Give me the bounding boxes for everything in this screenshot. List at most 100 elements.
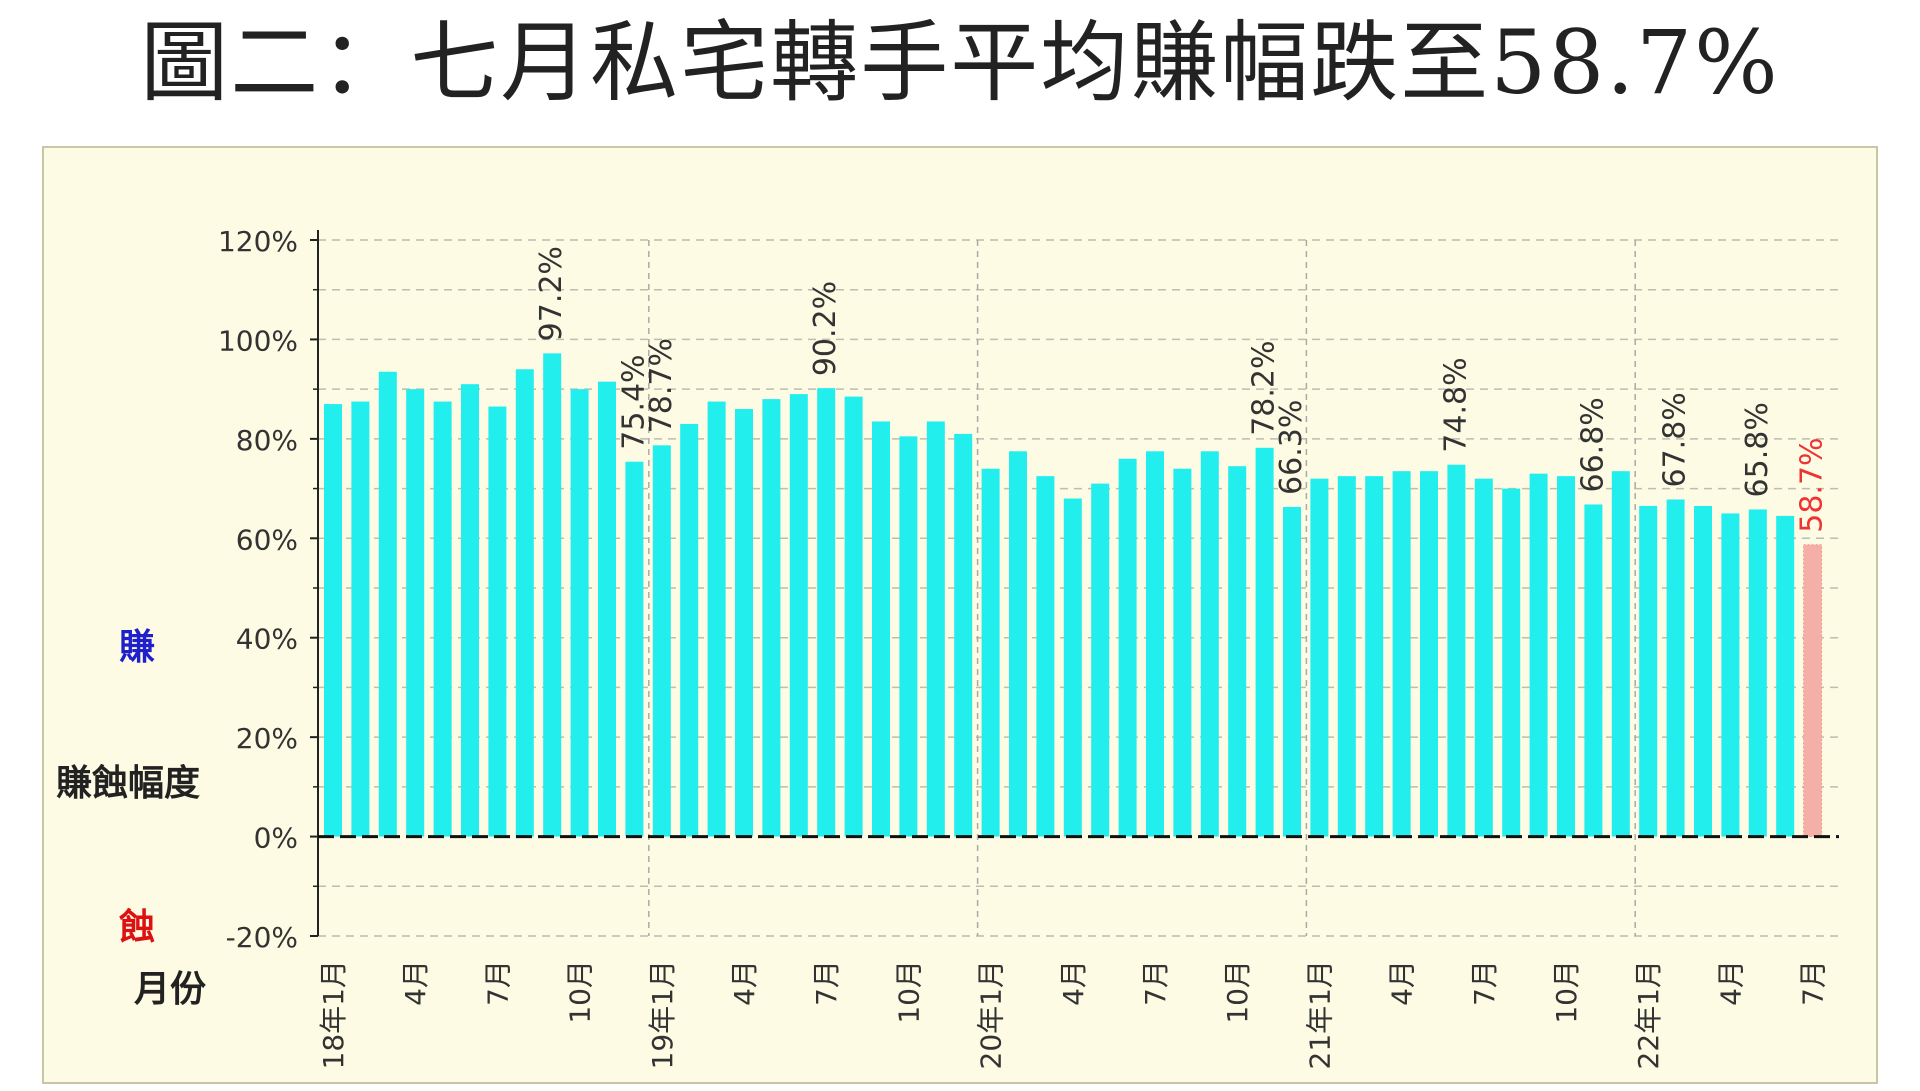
x-tick-label: 20年1月 xyxy=(975,960,1008,1069)
y-tick-label: 100% xyxy=(218,324,298,357)
y-tick-label: -20% xyxy=(226,921,298,954)
bar xyxy=(789,394,808,837)
data-label: 65.8% xyxy=(1740,402,1775,497)
bar xyxy=(1200,451,1219,837)
bar xyxy=(1365,476,1384,837)
bar xyxy=(1748,509,1767,837)
data-label: 90.2% xyxy=(808,281,843,376)
data-label: 78.7% xyxy=(644,338,679,433)
x-tick-label: 7月 xyxy=(481,960,514,1006)
bar xyxy=(406,389,425,837)
y-tick-label: 0% xyxy=(254,822,298,855)
bar xyxy=(543,353,562,837)
x-tick-label: 10月 xyxy=(564,960,597,1024)
bar xyxy=(926,421,945,837)
x-tick-label: 21年1月 xyxy=(1303,960,1336,1069)
data-label: 66.8% xyxy=(1575,397,1610,492)
data-label: 75.4% xyxy=(616,354,651,449)
bar xyxy=(1420,471,1438,837)
x-tick-label: 4月 xyxy=(399,960,432,1006)
bar xyxy=(1009,451,1027,837)
bar xyxy=(1310,478,1329,837)
bar xyxy=(1255,447,1274,837)
bar xyxy=(625,461,644,837)
bar xyxy=(324,404,342,837)
y-tick-label: 80% xyxy=(236,424,298,457)
bar xyxy=(488,406,507,837)
bar xyxy=(1036,476,1055,837)
bar xyxy=(1091,483,1110,837)
bar xyxy=(1173,468,1192,837)
bar xyxy=(1694,505,1712,837)
bar xyxy=(1529,473,1548,837)
loss-label: 蝕 xyxy=(119,906,156,948)
x-tick-label: 4月 xyxy=(1057,960,1090,1006)
bar xyxy=(1063,498,1082,837)
bar xyxy=(981,468,1000,837)
bar xyxy=(762,399,781,837)
bar xyxy=(680,423,699,837)
bar xyxy=(461,384,479,837)
bar xyxy=(351,401,370,837)
bar xyxy=(378,371,397,837)
bar xyxy=(954,433,973,837)
bar xyxy=(515,369,534,837)
gain-label: 賺 xyxy=(119,626,156,668)
bar xyxy=(844,396,863,837)
y-axis-label: 賺蝕幅度 xyxy=(56,762,201,804)
x-tick-label: 18年1月 xyxy=(317,960,350,1069)
bar xyxy=(1803,544,1823,838)
x-tick-label: 10月 xyxy=(892,960,925,1024)
bar xyxy=(1474,478,1493,837)
bar xyxy=(1502,488,1521,837)
y-tick-label: 40% xyxy=(236,623,298,656)
bar xyxy=(1776,515,1795,837)
bar xyxy=(652,445,671,837)
y-tick-label: 120% xyxy=(218,225,298,258)
data-label: 66.3% xyxy=(1274,400,1309,495)
bar xyxy=(1584,504,1603,837)
y-tick-label: 20% xyxy=(236,722,298,755)
x-tick-label: 4月 xyxy=(728,960,761,1006)
bar xyxy=(1283,506,1301,837)
bar xyxy=(707,401,726,837)
bar xyxy=(1611,471,1630,837)
bar xyxy=(1337,476,1356,837)
bar xyxy=(1447,464,1466,837)
chart-panel: 120% 100% 80% 60% 40% 20% 0% -20% 97.2% 75.4% 78.7… xyxy=(42,146,1878,1084)
x-tick-label: 19年1月 xyxy=(646,960,679,1069)
bar xyxy=(1392,471,1411,837)
bar xyxy=(735,409,753,837)
data-label: 74.8% xyxy=(1438,357,1473,452)
bar xyxy=(1666,499,1685,837)
x-tick-label: 10月 xyxy=(1221,960,1254,1024)
bar xyxy=(598,381,616,837)
bar xyxy=(1118,458,1137,837)
x-tick-label: 7月 xyxy=(1797,960,1830,1006)
data-label: 78.2% xyxy=(1247,340,1282,435)
x-tick-label: 7月 xyxy=(1468,960,1501,1006)
x-tick-label: 4月 xyxy=(1386,960,1419,1006)
bar xyxy=(1721,513,1740,837)
bar xyxy=(1228,466,1247,837)
x-tick-label: 7月 xyxy=(810,960,843,1006)
x-tick-label: 10月 xyxy=(1550,960,1583,1024)
bar xyxy=(570,389,589,837)
bar xyxy=(872,421,890,837)
data-label: 58.7% xyxy=(1795,437,1830,532)
bar-chart: 120% 100% 80% 60% 40% 20% 0% -20% 97.2% 75.4%78.7… xyxy=(218,225,1839,1069)
bar xyxy=(1639,505,1658,837)
bar xyxy=(433,401,452,837)
x-tick-label: 7月 xyxy=(1139,960,1172,1006)
x-tick-label: 4月 xyxy=(1714,960,1747,1006)
x-axis-label: 月份 xyxy=(134,968,207,1010)
data-label: 97.2% xyxy=(534,246,569,341)
y-tick-label: 60% xyxy=(236,523,298,556)
page-title: 圖二：七月私宅轉手平均賺幅跌至58.7% xyxy=(140,11,1780,114)
x-tick-label: 22年1月 xyxy=(1632,960,1665,1069)
data-label: 67.8% xyxy=(1658,392,1693,487)
bar xyxy=(899,436,918,837)
bar xyxy=(1146,451,1164,837)
bar xyxy=(817,388,836,837)
bar xyxy=(1557,476,1575,837)
